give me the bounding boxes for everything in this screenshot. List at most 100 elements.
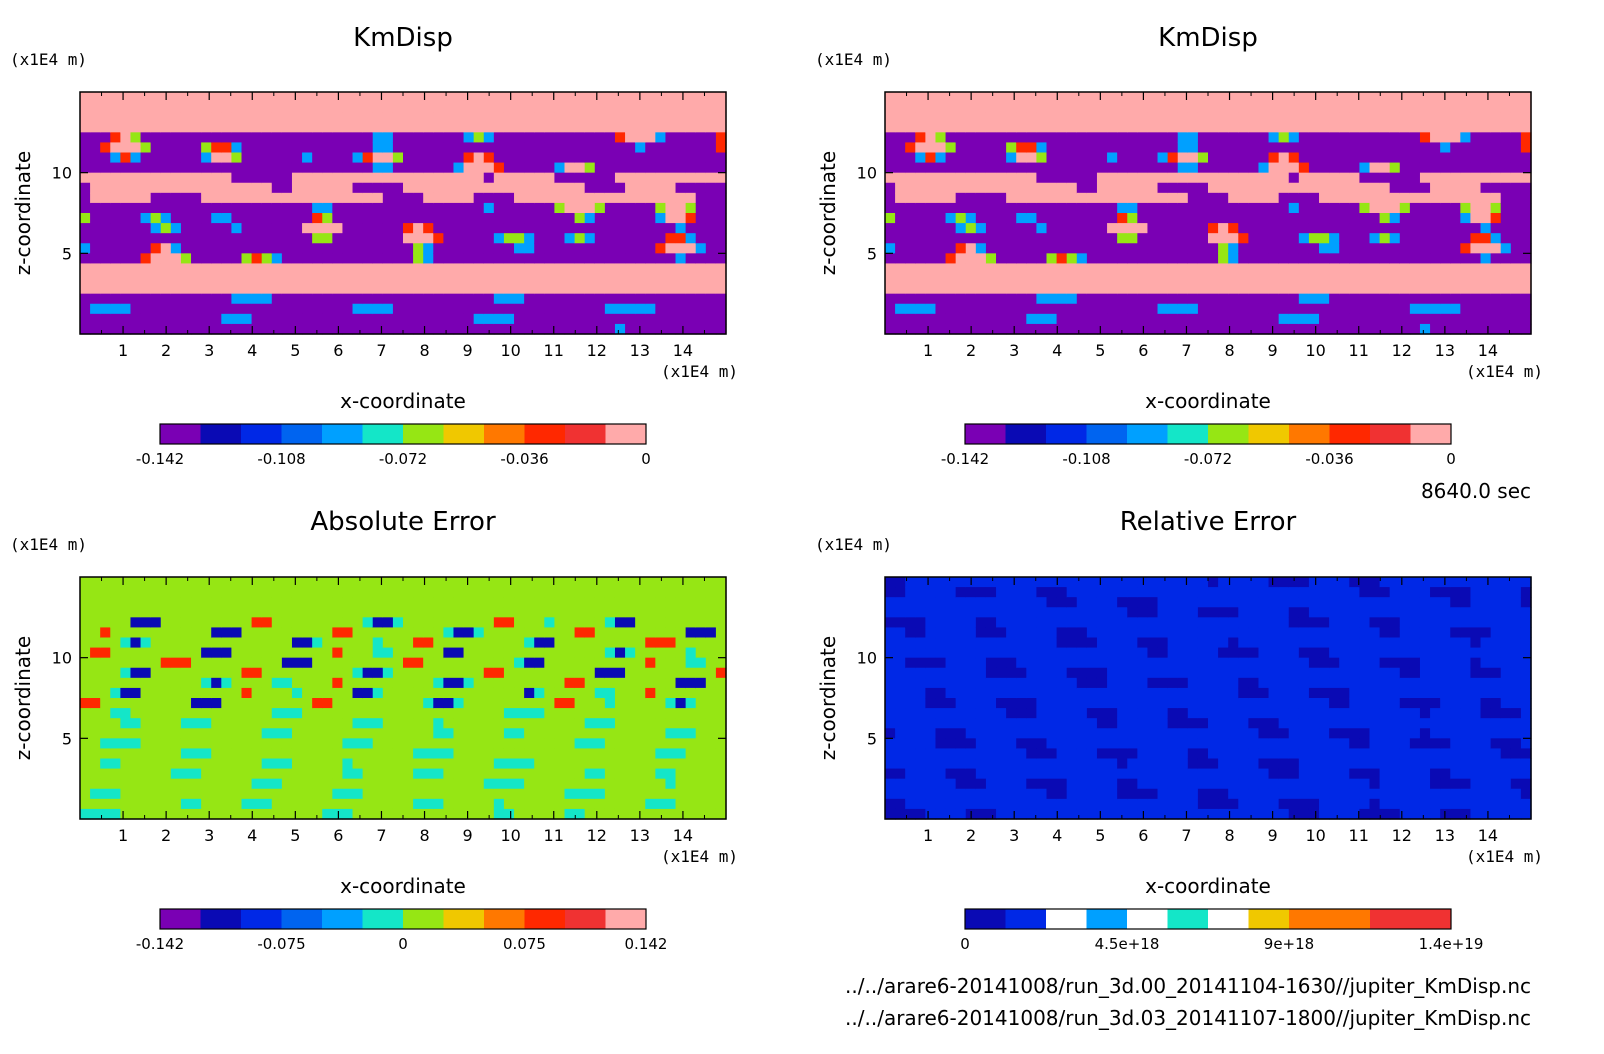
field-cell	[1470, 283, 1482, 295]
field-cell	[1258, 273, 1270, 285]
field-cell	[463, 617, 475, 629]
field-cell	[635, 808, 646, 820]
field-cell	[180, 768, 192, 780]
field-cell	[1298, 283, 1310, 295]
field-cell	[100, 132, 111, 144]
field-cell	[443, 627, 455, 639]
field-cell	[564, 233, 576, 244]
field-cell	[1066, 313, 1078, 325]
field-cell	[90, 253, 101, 265]
field-cell	[1470, 202, 1482, 214]
field-cell	[1460, 182, 1472, 194]
field-cell	[1016, 303, 1027, 315]
field-cell	[1520, 253, 1532, 265]
field-cell	[1076, 92, 1088, 103]
field-cell	[291, 273, 303, 285]
field-cell	[905, 293, 916, 305]
field-cell	[685, 223, 697, 234]
x-tick-label: 6	[333, 341, 343, 360]
field-cell	[1248, 263, 1260, 275]
field-cell	[1470, 122, 1482, 133]
field-cell	[635, 597, 646, 608]
field-cell	[1490, 223, 1502, 234]
field-cell	[645, 253, 656, 265]
field-cell	[130, 303, 142, 315]
field-cell	[564, 223, 576, 234]
field-cell	[1076, 202, 1088, 214]
field-cell	[514, 808, 525, 820]
field-cell	[1127, 233, 1138, 244]
field-cell	[110, 788, 121, 800]
field-cell	[443, 788, 455, 800]
field-cell	[695, 102, 707, 113]
field-cell	[291, 313, 303, 325]
field-cell	[534, 718, 545, 729]
field-cell	[201, 223, 212, 234]
field-cell	[665, 313, 677, 325]
field-cell	[1117, 293, 1128, 305]
field-cell	[614, 768, 626, 780]
field-cell	[150, 233, 162, 244]
field-cell	[160, 233, 172, 244]
field-cell	[191, 597, 202, 608]
field-cell	[312, 667, 323, 679]
field-cell	[493, 132, 505, 144]
field-cell	[392, 647, 404, 659]
field-cell	[463, 122, 475, 133]
field-cell	[473, 577, 485, 588]
field-cell	[1339, 202, 1350, 214]
field-cell	[261, 152, 273, 164]
field-cell	[80, 718, 91, 729]
field-cell	[665, 597, 677, 608]
field-cell	[544, 808, 555, 820]
field-cell	[534, 132, 545, 144]
field-cell	[1046, 172, 1058, 184]
field-cell	[211, 313, 222, 325]
field-cell	[423, 718, 434, 729]
field-cell	[1187, 152, 1199, 164]
field-cell	[231, 677, 243, 689]
field-cell	[453, 313, 465, 325]
field-cell	[80, 778, 91, 790]
field-cell	[1076, 273, 1088, 285]
field-cell	[1218, 263, 1229, 275]
field-cell	[352, 233, 364, 244]
field-cell	[1147, 263, 1159, 275]
field-cell	[160, 243, 172, 254]
field-cell	[231, 607, 243, 618]
field-cell	[261, 808, 273, 820]
field-cell	[180, 587, 192, 598]
field-cell	[1369, 192, 1381, 204]
field-cell	[1409, 182, 1421, 194]
field-cell	[1096, 213, 1108, 224]
field-cell	[1490, 233, 1502, 244]
field-cell	[915, 223, 926, 234]
field-cell	[594, 698, 606, 709]
field-cell	[170, 213, 182, 224]
field-cell	[453, 142, 465, 154]
field-cell	[231, 577, 243, 588]
field-cell	[140, 778, 152, 790]
field-cell	[211, 698, 222, 709]
field-cell	[463, 627, 475, 639]
field-cell	[130, 92, 142, 103]
field-cell	[564, 758, 576, 770]
field-cell	[1107, 162, 1118, 174]
field-cell	[544, 293, 555, 305]
field-cell	[665, 172, 677, 184]
field-cell	[322, 758, 333, 770]
field-cell	[1470, 172, 1482, 184]
field-cell	[1147, 102, 1159, 113]
field-cell	[594, 758, 606, 770]
field-cell	[160, 637, 172, 649]
field-cell	[312, 748, 323, 760]
field-cell	[281, 627, 293, 639]
field-cell	[534, 788, 545, 800]
field-cell	[996, 283, 1007, 295]
field-cell	[180, 162, 192, 174]
field-cell	[645, 627, 656, 639]
field-cell	[675, 627, 687, 639]
field-cell	[614, 243, 626, 254]
field-cell	[342, 657, 354, 669]
field-cell	[191, 607, 202, 618]
